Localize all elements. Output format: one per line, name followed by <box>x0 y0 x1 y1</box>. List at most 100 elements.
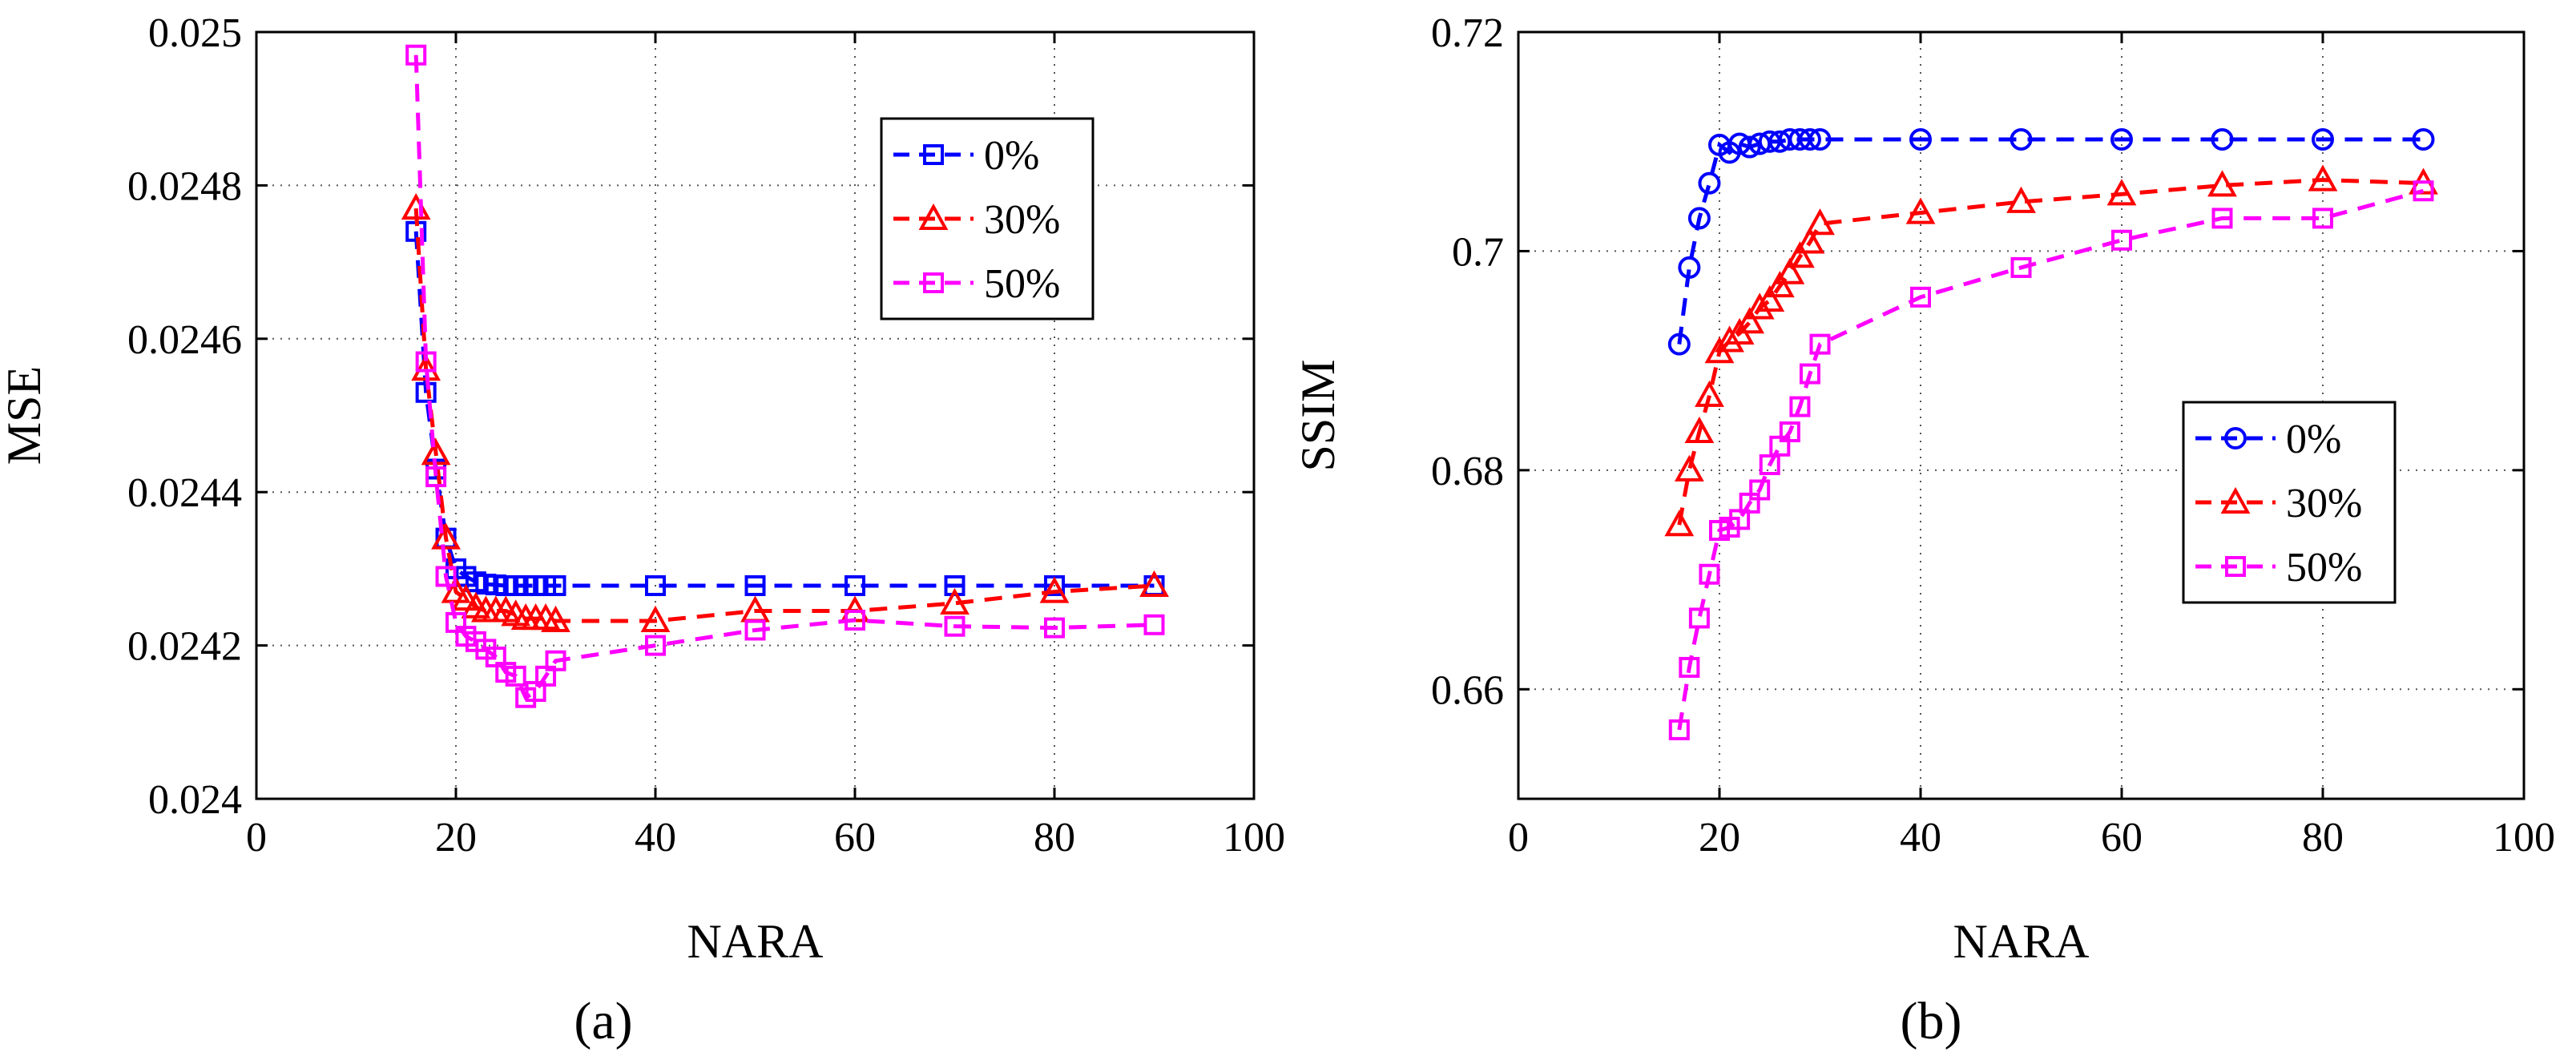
panel-label-b: (b) <box>1901 992 1962 1050</box>
legend-marker <box>2220 486 2251 514</box>
data-point <box>1674 454 1704 482</box>
data-point <box>1744 292 1775 320</box>
series-line <box>1677 137 2424 345</box>
data-point <box>2207 170 2237 197</box>
x-axis-title: NARA <box>687 915 823 968</box>
data-point <box>431 522 461 550</box>
y-tick-label: 0.025 <box>148 10 242 56</box>
data-point <box>1698 171 1721 195</box>
y-tick-label: 0.0244 <box>127 470 242 516</box>
data-point <box>1143 614 1165 635</box>
data-point <box>645 574 666 596</box>
data-point <box>2006 186 2036 213</box>
x-tick-label: 80 <box>1034 815 1075 861</box>
legend-entry: 30% <box>2195 481 2362 526</box>
legend-entry: 50% <box>2195 545 2362 590</box>
legend-label: 30% <box>984 197 1060 243</box>
data-point <box>944 615 965 637</box>
data-point <box>1910 286 1931 308</box>
legend-entry: 50% <box>893 261 1060 307</box>
data-point <box>1687 207 1711 230</box>
data-point <box>1664 510 1695 537</box>
data-point <box>2111 229 2132 251</box>
y-tick-label: 0.66 <box>1431 667 1504 713</box>
x-tick-label: 60 <box>2101 815 2143 861</box>
legend-label: 0% <box>984 133 1039 179</box>
data-point <box>1678 256 1701 279</box>
y-tick-label: 0.0246 <box>127 317 242 363</box>
x-tick-label: 20 <box>435 815 477 861</box>
data-point <box>545 574 566 596</box>
data-point <box>845 574 865 596</box>
data-point <box>1785 241 1815 268</box>
series-line <box>1677 188 2425 731</box>
data-point <box>2211 208 2233 229</box>
x-tick-label: 0 <box>246 815 267 861</box>
data-point <box>1805 208 1835 236</box>
data-point <box>1909 127 1932 151</box>
series-line <box>1677 178 2424 526</box>
data-point <box>1715 325 1744 353</box>
data-point <box>640 605 671 632</box>
legend-label: 0% <box>2286 417 2341 462</box>
data-point <box>1764 271 1795 298</box>
series-0pct <box>1667 127 2435 356</box>
series-line <box>413 208 1155 623</box>
plot-area-frame <box>1517 30 2526 800</box>
legend: 0% 30% 50% <box>880 117 1094 320</box>
data-point <box>415 351 437 373</box>
x-tick-label: 100 <box>1223 815 1285 861</box>
data-point <box>940 587 970 615</box>
data-point <box>645 635 666 656</box>
data-point <box>1905 197 1936 224</box>
x-tick-label: 80 <box>2302 815 2344 861</box>
data-point <box>2308 164 2338 191</box>
data-point <box>2312 208 2333 229</box>
data-point <box>1738 135 1761 159</box>
data-point <box>435 566 457 587</box>
data-point <box>1749 479 1771 501</box>
data-point <box>2413 180 2434 202</box>
data-point <box>1775 257 1805 284</box>
series-30pct <box>401 192 1169 632</box>
legend-marker <box>2225 556 2246 577</box>
legend-entry: 0% <box>893 133 1039 179</box>
panel-a-chart: 0 20 40 60 80 100 0.024 0.0242 0.0244 0.0246 0.024… <box>0 10 1285 968</box>
data-point <box>1735 307 1765 334</box>
data-point <box>1044 617 1065 639</box>
data-point <box>1139 570 1169 597</box>
data-point <box>2110 127 2133 151</box>
data-point <box>1809 333 1831 355</box>
y-tick-label: 0.0242 <box>127 624 242 670</box>
legend-marker <box>918 203 949 230</box>
data-point <box>405 44 427 66</box>
data-point <box>425 466 447 488</box>
y-tick-label: 0.0248 <box>127 163 242 209</box>
data-point <box>744 619 766 641</box>
data-point <box>1695 380 1724 407</box>
legend-marker <box>923 272 944 293</box>
x-tick-label: 100 <box>2493 815 2555 861</box>
series-30pct <box>1664 164 2438 537</box>
data-point <box>2010 256 2032 278</box>
data-point <box>1699 563 1720 585</box>
series-50pct <box>405 44 1165 708</box>
data-point <box>1688 607 1710 629</box>
x-tick-label: 40 <box>1900 815 1941 861</box>
legend-label: 50% <box>2286 545 2362 590</box>
x-tick-label: 60 <box>834 815 876 861</box>
grid <box>256 32 1254 799</box>
legend-label: 30% <box>2286 481 2362 526</box>
x-tick-label: 40 <box>635 815 676 861</box>
data-point <box>1799 363 1820 385</box>
legend-marker <box>2224 427 2247 449</box>
data-point <box>1795 227 1825 254</box>
plot-area-frame <box>255 30 1256 800</box>
data-point <box>505 665 526 687</box>
panel-label-a: (a) <box>574 992 632 1050</box>
data-point <box>1679 656 1700 678</box>
data-point <box>1668 719 1690 740</box>
data-point <box>1039 576 1070 603</box>
legend-box <box>2182 401 2397 604</box>
data-point <box>441 576 471 603</box>
